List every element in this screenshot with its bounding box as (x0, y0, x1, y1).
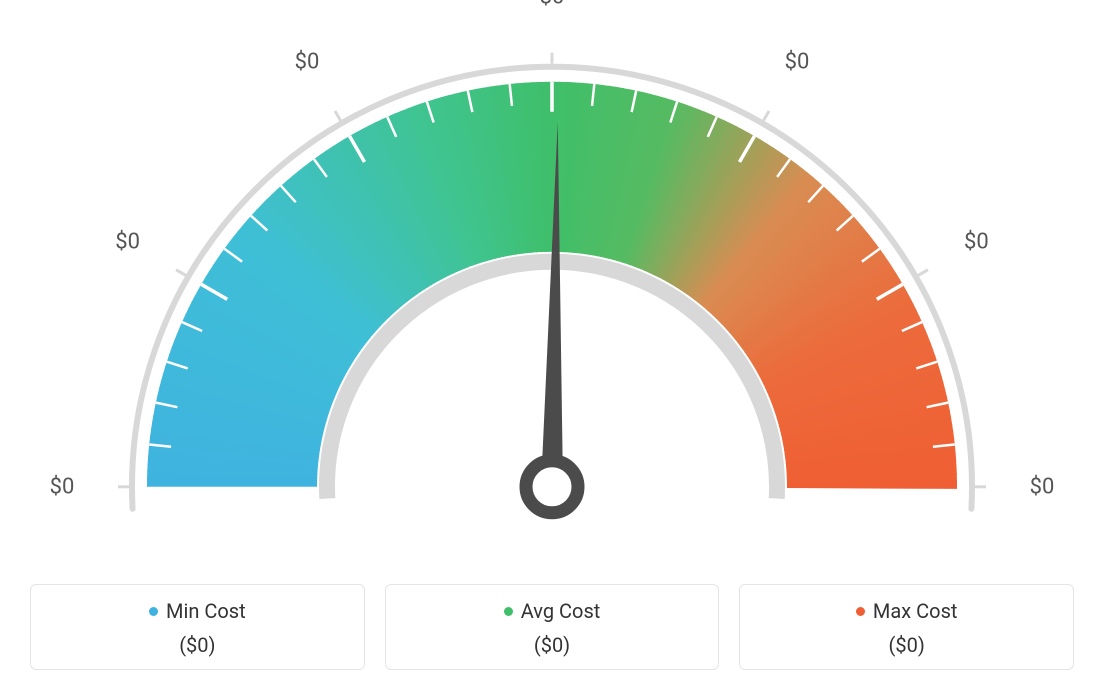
legend-title-max: Max Cost (856, 599, 958, 623)
legend-label-avg: Avg Cost (521, 599, 601, 623)
legend-title-avg: Avg Cost (504, 599, 601, 623)
legend-dot-min (149, 607, 158, 616)
gauge-tick-label: $0 (785, 50, 810, 75)
gauge-svg (22, 17, 1082, 577)
legend-value-min: ($0) (41, 633, 354, 657)
legend-card-avg: Avg Cost ($0) (385, 584, 720, 670)
legend-value-max: ($0) (750, 633, 1063, 657)
chart-container: $0 $0 $0 $0 $0 $0 $0 Min Cost ($0) Avg Cost ($… (0, 0, 1104, 690)
gauge-tick-label: $0 (115, 229, 140, 254)
gauge-tick-label: $0 (50, 474, 75, 499)
legend-dot-avg (504, 607, 513, 616)
legend-card-min: Min Cost ($0) (30, 584, 365, 670)
legend-label-min: Min Cost (166, 599, 246, 623)
legend-dot-max (856, 607, 865, 616)
legend-title-min: Min Cost (149, 599, 246, 623)
gauge-tick-label: $0 (1030, 474, 1055, 499)
legend-row: Min Cost ($0) Avg Cost ($0) Max Cost ($0… (0, 584, 1104, 670)
gauge-tick-label: $0 (540, 0, 565, 9)
legend-value-avg: ($0) (396, 633, 709, 657)
legend-label-max: Max Cost (873, 599, 958, 623)
legend-card-max: Max Cost ($0) (739, 584, 1074, 670)
gauge-tick-label: $0 (964, 229, 989, 254)
gauge-area: $0 $0 $0 $0 $0 $0 $0 (0, 0, 1104, 560)
gauge-tick-label: $0 (295, 50, 320, 75)
